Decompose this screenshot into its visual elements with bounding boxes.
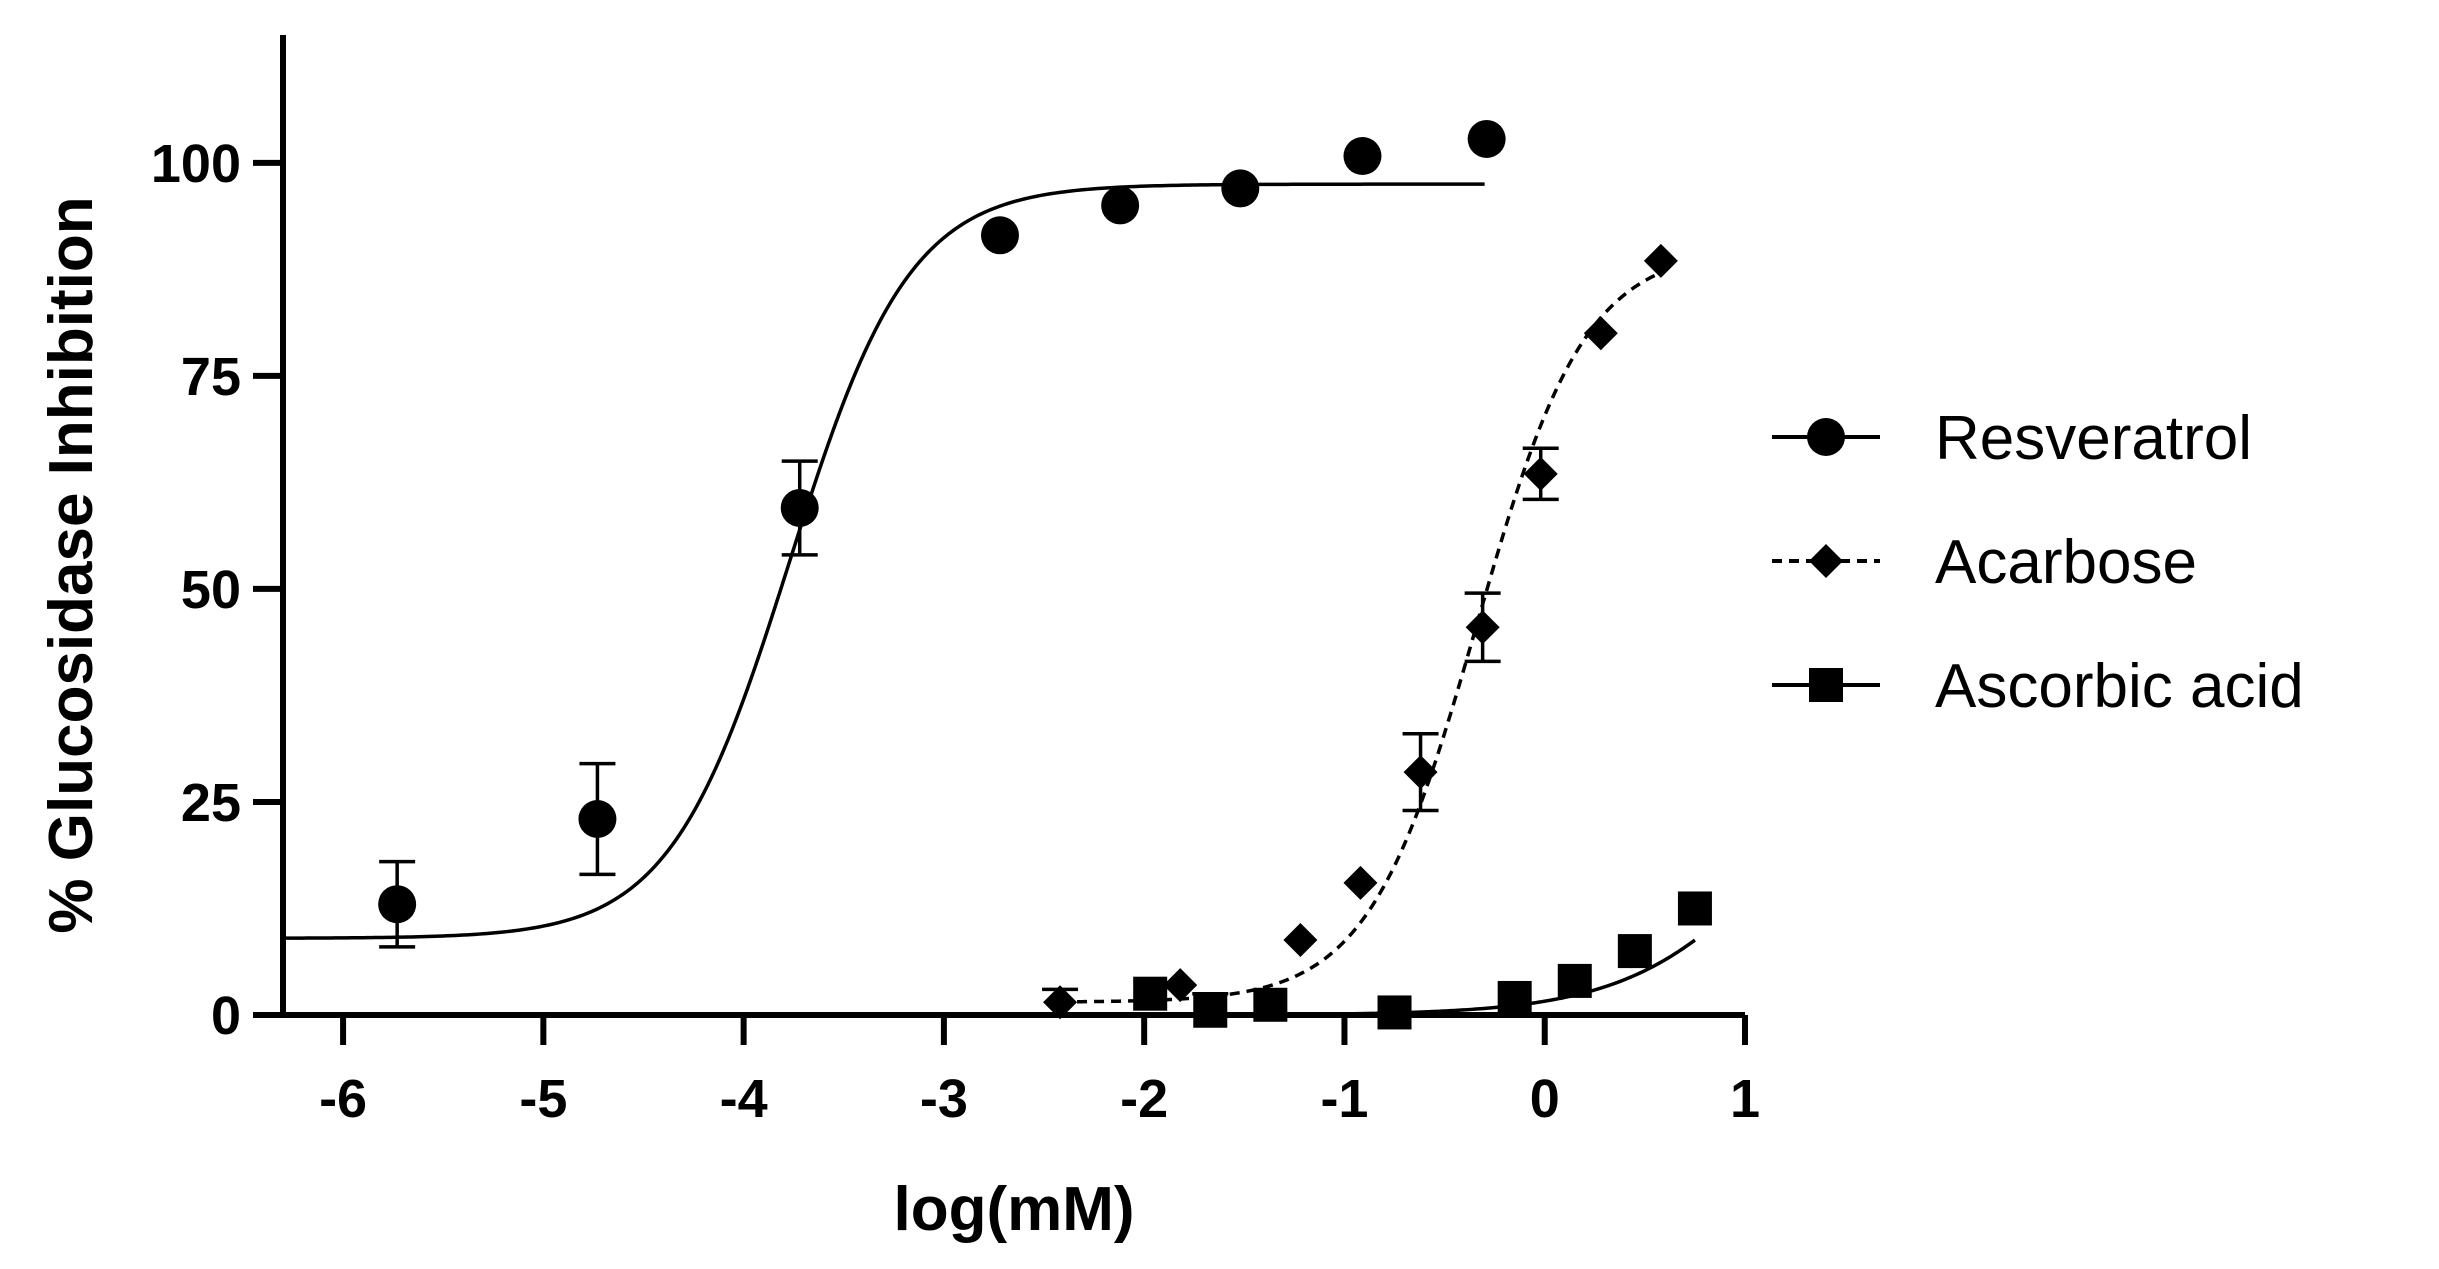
y-axis-title: % Glucosidase Inhibition <box>37 196 106 933</box>
legend-marker <box>1807 418 1845 456</box>
y-tick-label: 25 <box>181 773 241 833</box>
y-tick-label: 75 <box>181 347 241 407</box>
legend-label: Ascorbic acid <box>1935 652 2304 721</box>
acarbose-data-point <box>1403 755 1438 790</box>
ascorbic-acid-data-point <box>1133 976 1168 1011</box>
acarbose-data-point <box>1163 968 1198 1003</box>
acarbose-data-point <box>1043 985 1078 1020</box>
resveratrol-fit-curve <box>282 182 1485 940</box>
ascorbic-acid-data-point <box>1497 980 1532 1015</box>
ascorbic-acid-data-point <box>1677 891 1712 926</box>
x-tick-label: -4 <box>720 1069 768 1129</box>
legend-item-ascorbic-acid: Ascorbic acid <box>1772 652 2304 721</box>
axes: -6 -5 -4 -3 -2 -1 0 1 0 25 50 75 100 <box>151 35 1760 1129</box>
legend: Resveratrol Acarbose Ascorbic acid <box>1772 404 2304 721</box>
resveratrol-data-point <box>980 216 1019 255</box>
legend-label: Acarbose <box>1935 528 2197 597</box>
x-tick-label: -5 <box>519 1069 567 1129</box>
resveratrol-data-point <box>1343 137 1382 176</box>
legend-item-acarbose: Acarbose <box>1772 528 2197 597</box>
y-tick-label: 50 <box>181 560 241 620</box>
acarbose-data-point <box>1465 610 1500 645</box>
error-bars <box>379 446 1559 1015</box>
resveratrol-data-point <box>378 885 417 924</box>
x-tick-label: -6 <box>319 1069 367 1129</box>
resveratrol-data-point <box>578 800 617 838</box>
acarbose-data-point <box>1343 865 1378 900</box>
acarbose-data-point <box>1583 316 1618 351</box>
ascorbic-acid-data-point <box>1193 993 1228 1028</box>
y-tick-label: 0 <box>211 986 241 1046</box>
x-tick-label: 0 <box>1530 1069 1560 1129</box>
acarbose-data-point <box>1283 923 1318 958</box>
plot-area <box>282 119 1712 1030</box>
resveratrol-data-point <box>1101 186 1140 225</box>
x-tick-label: -3 <box>920 1069 968 1129</box>
legend-marker <box>1809 544 1843 578</box>
acarbose-data-point <box>1643 243 1678 278</box>
legend-marker <box>1809 668 1843 702</box>
resveratrol-data-point <box>1467 119 1506 158</box>
ascorbic-acid-data-point <box>1617 934 1652 969</box>
legend-label: Resveratrol <box>1935 404 2252 473</box>
y-axis-ticks: 0 25 50 75 100 <box>151 134 283 1046</box>
x-axis-title: log(mM) <box>893 1175 1134 1244</box>
data-markers <box>378 119 1712 1030</box>
legend-item-resveratrol: Resveratrol <box>1772 404 2252 473</box>
acarbose-fit-curve <box>1060 271 1662 1004</box>
y-tick-label: 100 <box>151 134 241 194</box>
acarbose-data-point <box>1523 456 1558 491</box>
ascorbic-acid-data-point <box>1557 963 1592 998</box>
x-axis-ticks: -6 -5 -4 -3 -2 -1 0 1 <box>319 1015 1760 1129</box>
x-tick-label: 1 <box>1730 1069 1760 1129</box>
resveratrol-data-point <box>780 488 819 527</box>
x-tick-label: -1 <box>1320 1069 1368 1129</box>
x-tick-label: -2 <box>1120 1069 1168 1129</box>
resveratrol-data-point <box>1221 169 1260 208</box>
